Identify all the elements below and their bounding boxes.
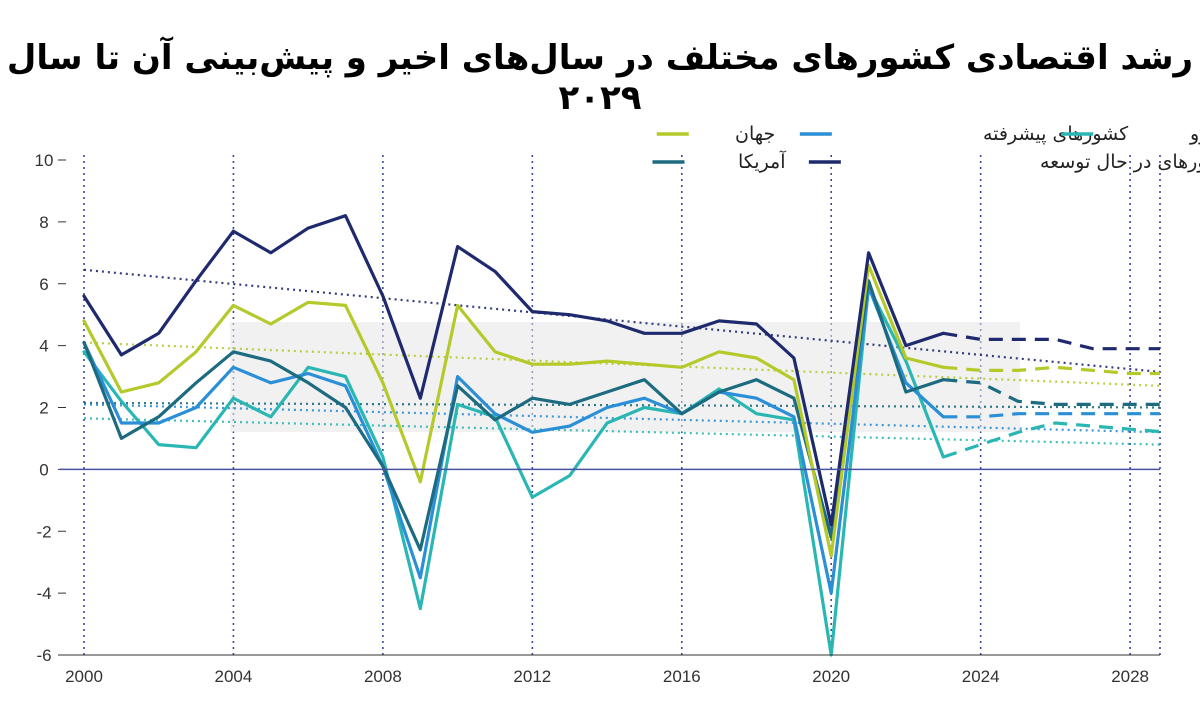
y-tick-label: -4 — [36, 584, 51, 603]
y-tick-label: 10 — [35, 151, 54, 170]
forecast-line — [943, 331, 1160, 351]
x-tick-label: 2016 — [663, 667, 701, 686]
series-line — [82, 279, 945, 552]
forecast-line — [943, 365, 1160, 376]
chart-title: رشد اقتصادی کشورهای مختلف در سال‌های اخی… — [6, 38, 1194, 118]
legend-label: منطقه یورو — [1189, 123, 1200, 145]
series-line — [82, 214, 945, 527]
legend: جهان کشورهای پیشرفته منطقه یورو آمریکا کشوره… — [652, 123, 1200, 173]
y-tick-label: -6 — [36, 646, 51, 665]
x-tick-label: 2004 — [215, 667, 253, 686]
x-tick-label: 2000 — [65, 667, 103, 686]
trend-line — [83, 268, 1161, 374]
y-tick-label: 6 — [39, 275, 48, 294]
series-line — [82, 285, 945, 657]
series-line — [82, 285, 945, 595]
y-tick-label: 0 — [39, 460, 48, 479]
x-tick-label: 2008 — [364, 667, 402, 686]
forecast-line — [943, 378, 1160, 406]
forecast-line — [942, 421, 1161, 459]
x-tick-label: 2028 — [1111, 667, 1149, 686]
y-tick-label: 2 — [39, 399, 48, 418]
series-layer — [82, 214, 1161, 657]
y-tick-label: 8 — [39, 213, 48, 232]
legend-label: جهان — [735, 123, 775, 145]
x-tick-label: 2024 — [962, 667, 1000, 686]
series-line — [82, 263, 945, 558]
legend-label: کشورهای پیشرفته — [983, 123, 1129, 145]
legend-label: کشورهای در حال توسعه — [1040, 151, 1200, 173]
y-tick-label: -2 — [36, 522, 51, 541]
x-tick-label: 2020 — [812, 667, 850, 686]
legend-label: آمریکا — [738, 149, 786, 173]
forecast-line — [943, 412, 1160, 419]
y-tick-label: 4 — [39, 337, 48, 356]
x-tick-label: 2012 — [513, 667, 551, 686]
trend-layer — [83, 268, 1161, 446]
axis-layer: 2000 2004 2008 2012 2016 2020 2024 2028 10 8 6 4 2 0 -… — [35, 151, 1160, 686]
